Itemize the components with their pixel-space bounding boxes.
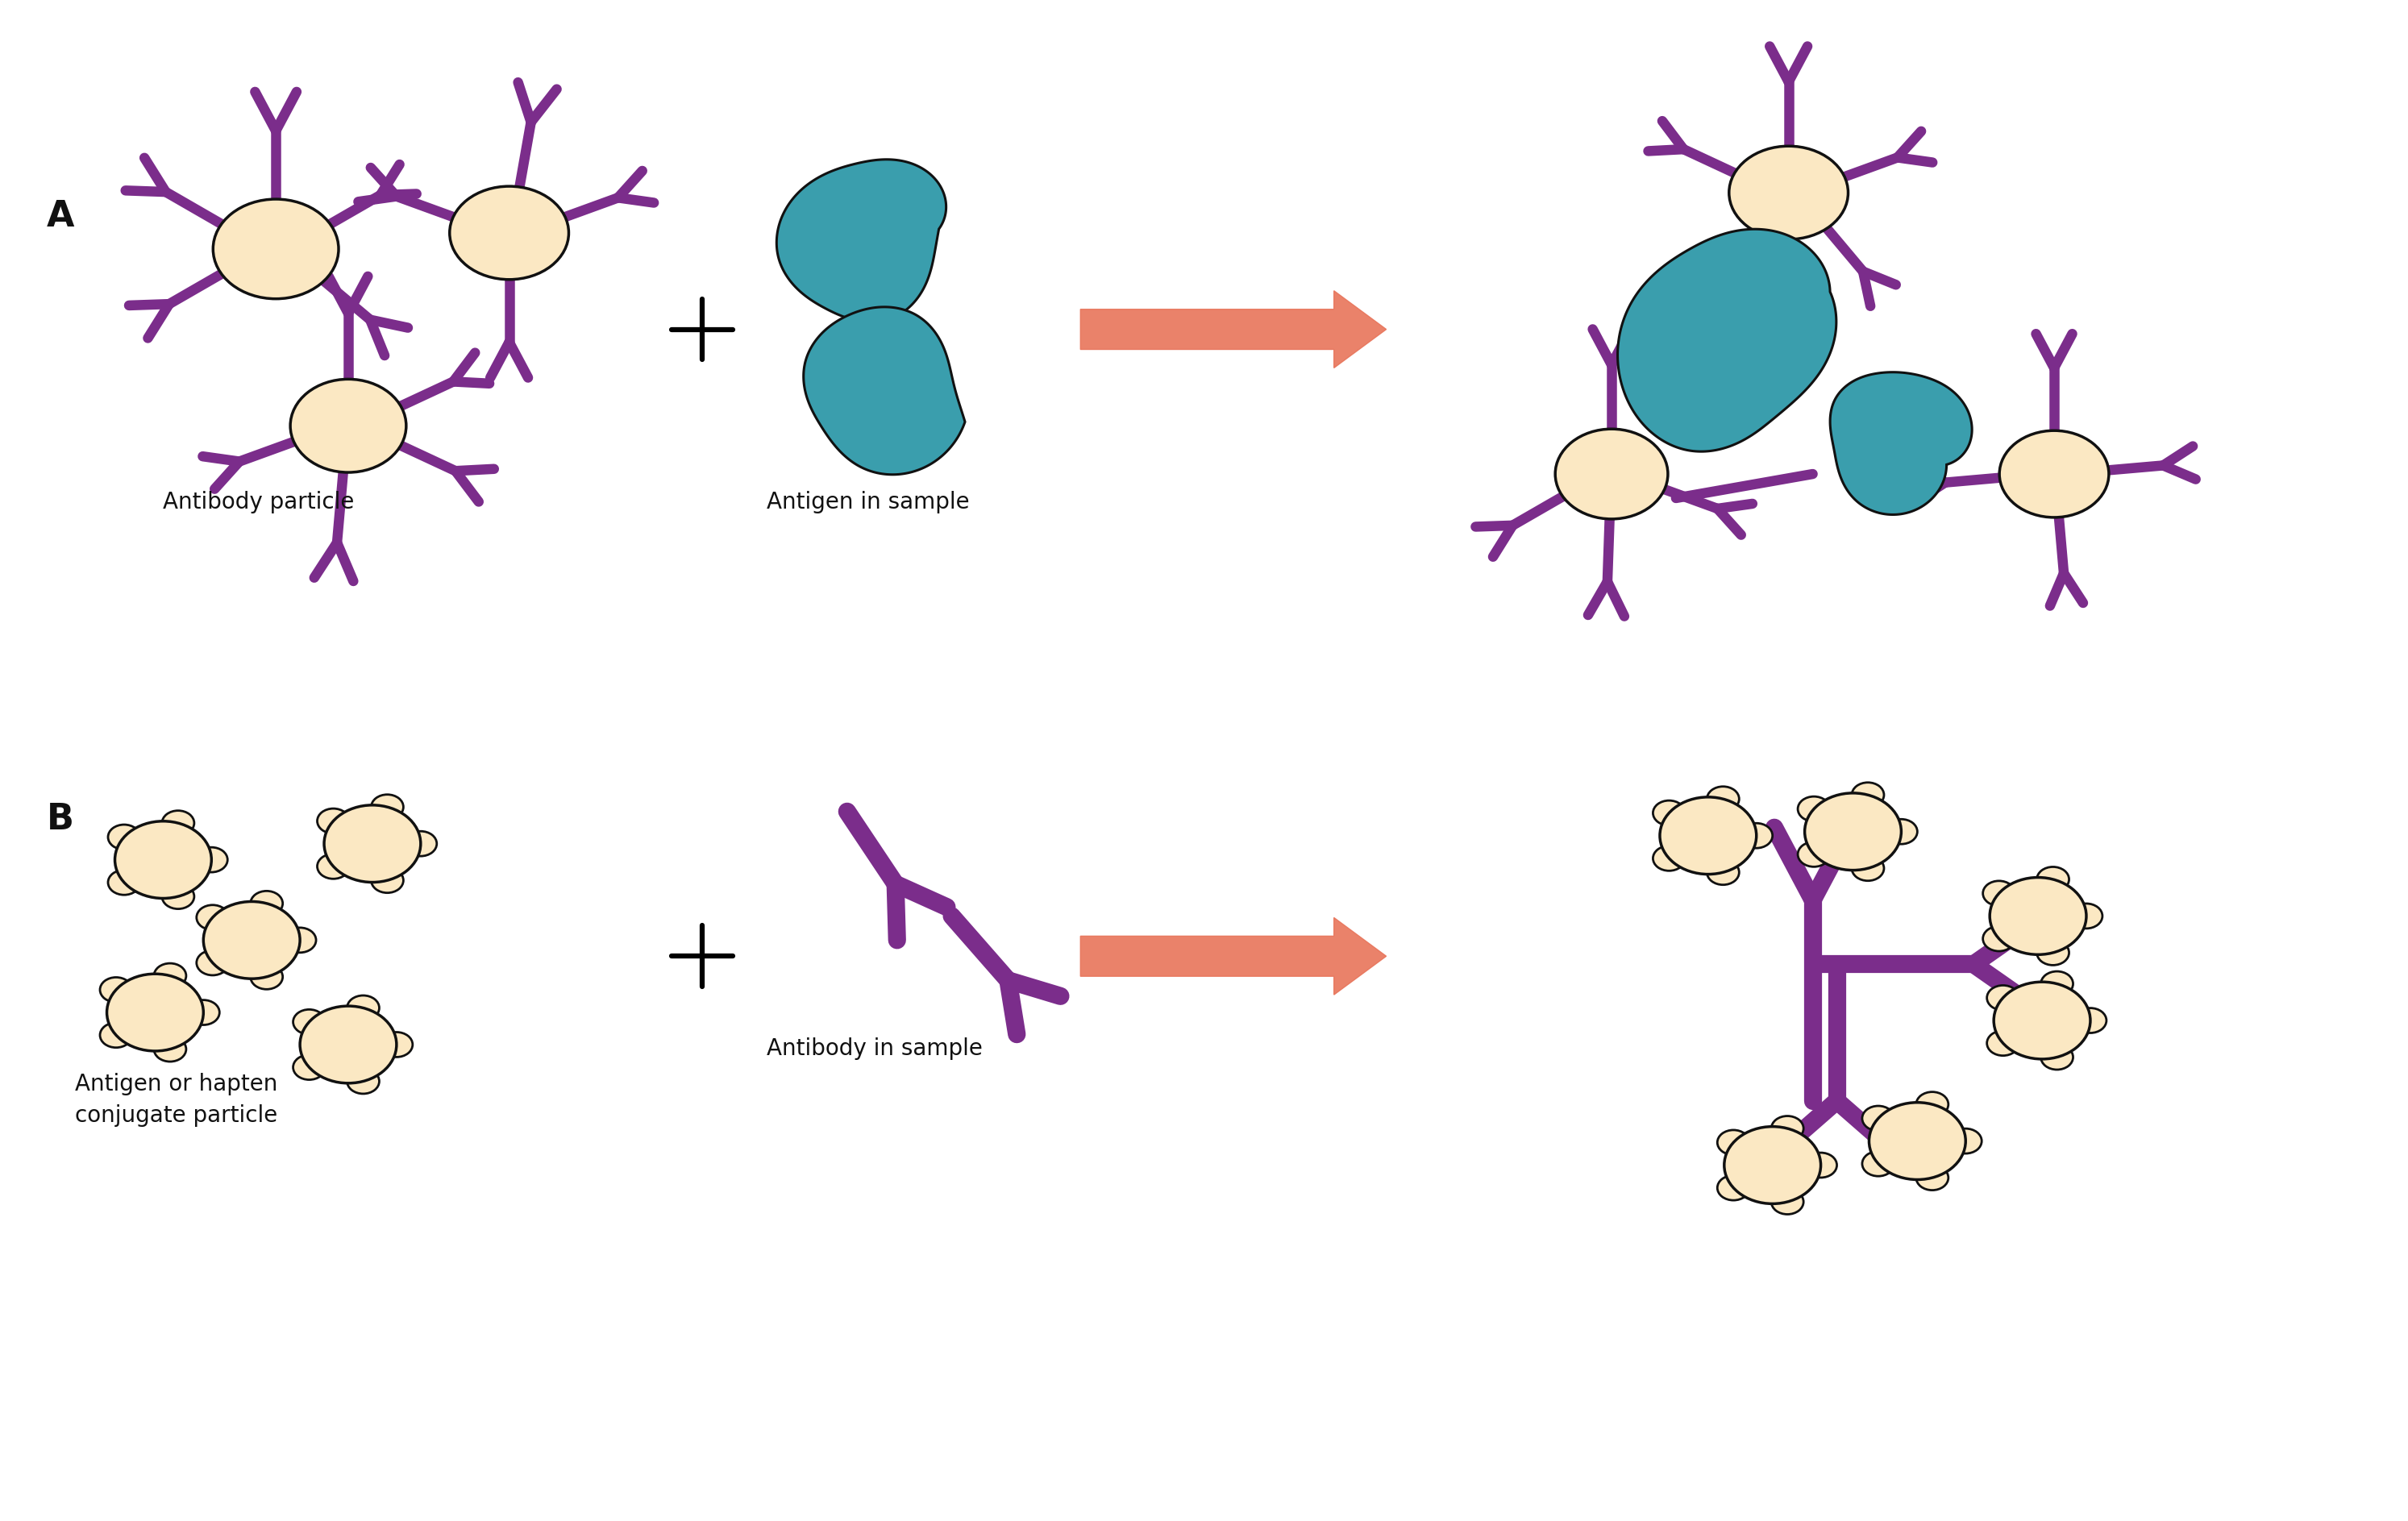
Ellipse shape — [1869, 1103, 1965, 1180]
Ellipse shape — [1707, 786, 1739, 811]
Ellipse shape — [1950, 1129, 1982, 1153]
Text: A: A — [46, 199, 75, 234]
Polygon shape — [804, 307, 966, 475]
Ellipse shape — [161, 884, 195, 910]
Ellipse shape — [347, 1069, 378, 1094]
Ellipse shape — [2037, 867, 2068, 891]
Ellipse shape — [284, 928, 315, 952]
Text: Antibody particle: Antibody particle — [164, 491, 354, 514]
Ellipse shape — [405, 830, 436, 856]
Ellipse shape — [371, 794, 405, 820]
Ellipse shape — [1741, 823, 1772, 849]
Polygon shape — [1618, 230, 1837, 452]
Text: Antibody in sample: Antibody in sample — [766, 1037, 982, 1060]
Ellipse shape — [2042, 1045, 2073, 1069]
FancyArrow shape — [1081, 291, 1387, 368]
Ellipse shape — [291, 379, 407, 473]
Ellipse shape — [197, 951, 229, 975]
Ellipse shape — [1804, 1153, 1837, 1177]
Ellipse shape — [1861, 1106, 1895, 1130]
Polygon shape — [1830, 373, 1972, 514]
Ellipse shape — [154, 963, 185, 989]
Ellipse shape — [202, 902, 301, 978]
Ellipse shape — [1861, 1151, 1895, 1176]
Text: B: B — [46, 802, 75, 837]
Ellipse shape — [1652, 846, 1686, 872]
Ellipse shape — [301, 1005, 397, 1083]
Ellipse shape — [1729, 146, 1847, 239]
Ellipse shape — [1982, 926, 2015, 951]
Text: Antigen or hapten
conjugate particle: Antigen or hapten conjugate particle — [75, 1072, 277, 1127]
Ellipse shape — [1987, 986, 2018, 1010]
Ellipse shape — [1724, 1127, 1820, 1203]
Ellipse shape — [294, 1010, 325, 1034]
Ellipse shape — [250, 891, 282, 916]
Ellipse shape — [1804, 792, 1902, 870]
Ellipse shape — [2071, 903, 2102, 928]
Ellipse shape — [1917, 1165, 1948, 1189]
Ellipse shape — [294, 1056, 325, 1080]
Ellipse shape — [2037, 940, 2068, 966]
Ellipse shape — [1917, 1092, 1948, 1116]
Ellipse shape — [1707, 859, 1739, 885]
Ellipse shape — [1772, 1116, 1804, 1141]
Ellipse shape — [2073, 1008, 2107, 1033]
Ellipse shape — [1987, 1031, 2018, 1056]
Ellipse shape — [1659, 797, 1755, 875]
Ellipse shape — [188, 999, 219, 1025]
Ellipse shape — [347, 995, 378, 1021]
Ellipse shape — [1994, 983, 2090, 1059]
Ellipse shape — [1799, 797, 1830, 821]
FancyArrow shape — [1081, 917, 1387, 995]
Ellipse shape — [116, 821, 212, 899]
Ellipse shape — [318, 853, 349, 879]
Ellipse shape — [1885, 820, 1917, 844]
Ellipse shape — [250, 964, 282, 989]
Ellipse shape — [371, 868, 405, 893]
Polygon shape — [778, 160, 946, 322]
Ellipse shape — [212, 199, 340, 298]
Ellipse shape — [108, 870, 140, 894]
Text: Antigen in sample: Antigen in sample — [766, 491, 970, 514]
Ellipse shape — [1852, 856, 1883, 881]
Ellipse shape — [450, 186, 568, 280]
Ellipse shape — [2042, 972, 2073, 996]
Ellipse shape — [1772, 1189, 1804, 1214]
Ellipse shape — [101, 978, 132, 1002]
Ellipse shape — [106, 973, 202, 1051]
Ellipse shape — [1982, 881, 2015, 907]
Ellipse shape — [197, 905, 229, 929]
Ellipse shape — [154, 1037, 185, 1062]
Ellipse shape — [1852, 782, 1883, 808]
Ellipse shape — [1717, 1176, 1751, 1200]
Ellipse shape — [1717, 1130, 1751, 1154]
Ellipse shape — [1652, 800, 1686, 826]
Ellipse shape — [1799, 841, 1830, 867]
Ellipse shape — [1556, 429, 1669, 519]
Ellipse shape — [108, 824, 140, 850]
Ellipse shape — [380, 1033, 412, 1057]
Ellipse shape — [161, 811, 195, 835]
Ellipse shape — [325, 805, 421, 882]
Ellipse shape — [318, 809, 349, 834]
Ellipse shape — [1999, 430, 2109, 517]
Ellipse shape — [1989, 878, 2085, 955]
Ellipse shape — [195, 847, 226, 872]
Ellipse shape — [101, 1022, 132, 1048]
